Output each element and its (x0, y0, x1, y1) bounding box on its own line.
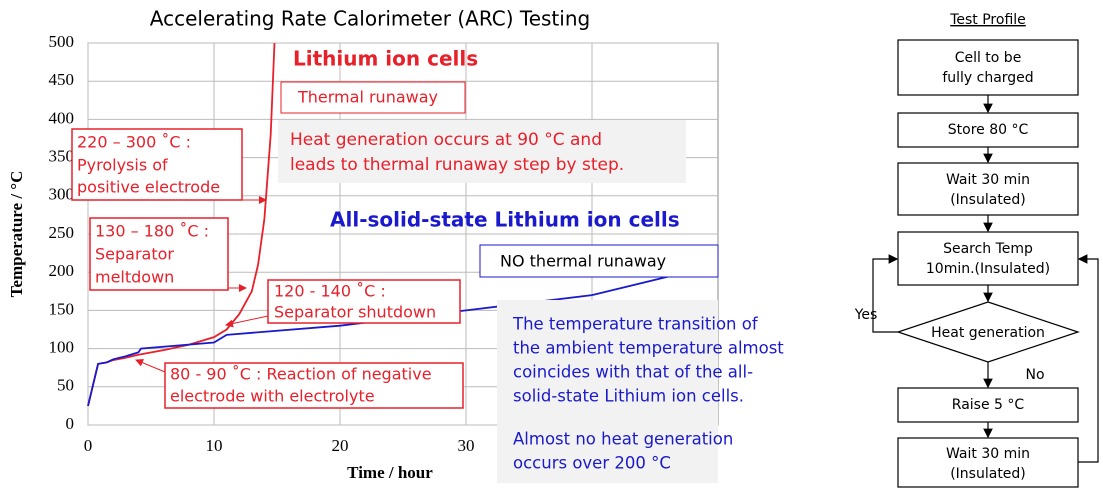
annotation: 80 - 90 ˚C : Reaction of negative (170, 365, 432, 384)
x-tick-label: 10 (206, 436, 223, 455)
annotation: NO thermal runaway (500, 252, 666, 271)
annotation: Separator shutdown (274, 303, 436, 322)
annotation: occurs over 200 °C (513, 454, 671, 473)
flow-label: Wait 30 min (946, 446, 1030, 462)
flow-label: Raise 5 °C (952, 397, 1025, 413)
x-axis-title: Time / hour (347, 463, 433, 482)
y-tick-label: 100 (49, 338, 75, 357)
flow-label: fully charged (942, 70, 1033, 86)
series-line (87, 263, 719, 407)
series-label: All-solid-state Lithium ion cells (330, 208, 680, 232)
y-tick-label: 150 (49, 299, 75, 318)
flow-node (897, 39, 1079, 96)
box (164, 362, 464, 409)
annotation: Heat generation occurs at 90 °C and (290, 130, 602, 150)
flow-title: Test Profile (949, 12, 1026, 28)
chart-title: Accelerating Rate Calorimeter (ARC) Test… (150, 7, 590, 31)
y-tick-label: 300 (49, 185, 75, 204)
flow-node (897, 162, 1079, 216)
annotation: meltdown (95, 268, 174, 287)
flow-label: 10min.(Insulated) (926, 261, 1050, 277)
y-tick-label: 50 (57, 376, 74, 395)
flow-label: (Insulated) (950, 192, 1026, 208)
flow-label: Store 80 °C (948, 122, 1029, 138)
box (280, 81, 466, 114)
y-tick-label: 500 (49, 32, 75, 51)
flow-label: Wait 30 min (946, 172, 1030, 188)
x-tick-label: 30 (458, 436, 475, 455)
annotation: solid-state Lithium ion cells. (513, 387, 744, 406)
arrow (135, 358, 166, 373)
box (267, 279, 461, 324)
annotation: Almost no heat generation (513, 430, 733, 449)
y-tick-label: 0 (66, 414, 75, 433)
arrow (872, 254, 899, 333)
annotation: 220 – 300 ˚C : (77, 133, 191, 152)
y-tick-label: 350 (49, 147, 75, 166)
annotation: The temperature transition of (512, 315, 759, 334)
flow-node (897, 231, 1079, 286)
annotation: Pyrolysis of (77, 156, 168, 175)
annotation: positive electrode (77, 178, 220, 197)
flow-node (897, 437, 1079, 488)
annotation: the ambient temperature almost (513, 339, 784, 358)
flowchart: Test Profile Cell to be fully charged St… (854, 12, 1099, 488)
flow-node (897, 387, 1079, 423)
y-tick-label: 200 (49, 261, 75, 280)
flow-label: Search Temp (943, 241, 1033, 257)
annotations: Lithium ion cells Thermal runaway Heat g… (71, 47, 784, 483)
y-tick-label: 450 (49, 70, 75, 89)
annotation: Separator (95, 245, 174, 264)
annotation: 130 – 180 ˚C : (95, 222, 209, 241)
y-tick-label: 250 (49, 223, 75, 242)
y-tick-label: 400 (49, 108, 75, 127)
flow-node (897, 112, 1079, 148)
annotation: leads to thermal runaway step by step. (290, 155, 624, 175)
y-axis-title: Temperature / °C (7, 171, 26, 298)
x-tick-label: 20 (332, 436, 349, 455)
annotation: 120 - 140 ˚C : (274, 282, 386, 301)
edge-label: Yes (854, 307, 878, 323)
annotation: Thermal runaway (297, 88, 438, 107)
edge-label: No (1025, 367, 1044, 383)
flow-label: (Insulated) (950, 466, 1026, 482)
arrow (225, 315, 269, 328)
box (278, 120, 686, 183)
box (71, 128, 243, 201)
arrow (1077, 254, 1099, 463)
box (497, 300, 718, 483)
box (89, 217, 229, 291)
annotation: electrode with electrolyte (170, 387, 375, 406)
box (479, 244, 719, 278)
series-label: Lithium ion cells (293, 47, 478, 71)
flow-label: Heat generation (931, 325, 1045, 341)
x-tick-label: 0 (84, 436, 93, 455)
flow-label: Cell to be (955, 50, 1022, 66)
annotation: coincides with that of the all- (513, 363, 753, 382)
flow-decision (896, 301, 1080, 363)
